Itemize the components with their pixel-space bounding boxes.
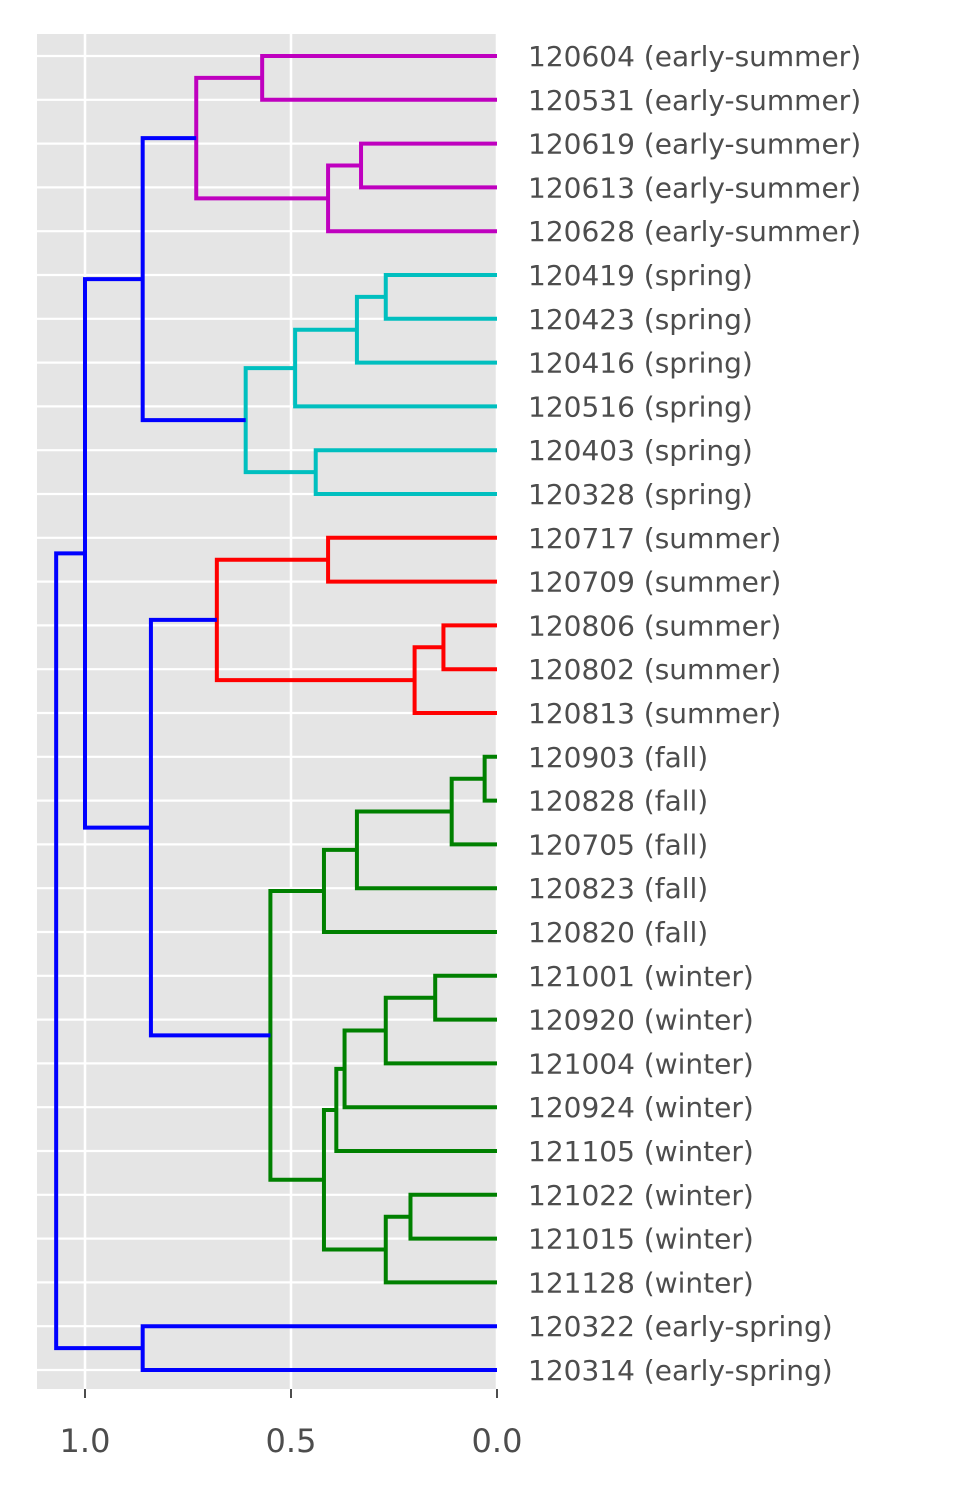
leaf-label: 120924 (winter) bbox=[528, 1091, 754, 1124]
dendrogram-links bbox=[54, 54, 497, 1372]
leaf-label: 120604 (early-summer) bbox=[528, 40, 861, 73]
leaf-label: 120416 (spring) bbox=[528, 347, 753, 380]
leaf-label: 120613 (early-summer) bbox=[528, 171, 861, 204]
link-ROOT bbox=[54, 551, 143, 1351]
leaf-label: 120628 (early-summer) bbox=[528, 215, 861, 248]
x-tick-label: 0.0 bbox=[472, 1422, 523, 1460]
x-axis: 1.0 0.5 0.0 bbox=[60, 1389, 523, 1460]
leaf-label: 120314 (early-spring) bbox=[528, 1354, 833, 1387]
leaf-label: 120920 (winter) bbox=[528, 1004, 754, 1037]
leaf-label: 120322 (early-spring) bbox=[528, 1310, 833, 1343]
leaf-label: 120328 (spring) bbox=[528, 478, 753, 511]
x-tick-label: 1.0 bbox=[60, 1422, 111, 1460]
leaf-label: 120717 (summer) bbox=[528, 522, 781, 555]
leaf-label: 120516 (spring) bbox=[528, 390, 753, 423]
x-tick-label: 0.5 bbox=[266, 1422, 317, 1460]
leaf-label: 121105 (winter) bbox=[528, 1135, 754, 1168]
leaf-label: 121001 (winter) bbox=[528, 960, 754, 993]
leaf-label: 121015 (winter) bbox=[528, 1223, 754, 1256]
leaf-label: 120813 (summer) bbox=[528, 697, 781, 730]
leaf-label: 120820 (fall) bbox=[528, 916, 708, 949]
leaf-label: 120828 (fall) bbox=[528, 785, 708, 818]
leaf-label: 120423 (spring) bbox=[528, 303, 753, 336]
leaf-label: 120619 (early-summer) bbox=[528, 128, 861, 161]
leaf-label: 120806 (summer) bbox=[528, 609, 781, 642]
leaf-label: 121128 (winter) bbox=[528, 1266, 754, 1299]
leaf-label: 121022 (winter) bbox=[528, 1179, 754, 1212]
leaf-label: 120802 (summer) bbox=[528, 653, 781, 686]
leaf-label: 121004 (winter) bbox=[528, 1047, 754, 1080]
leaf-label: 120709 (summer) bbox=[528, 566, 781, 599]
leaf-label: 120531 (early-summer) bbox=[528, 84, 861, 117]
leaf-label: 120705 (fall) bbox=[528, 828, 708, 861]
leaf-label: 120903 (fall) bbox=[528, 741, 708, 774]
leaf-label: 120403 (spring) bbox=[528, 434, 753, 467]
leaf-label: 120823 (fall) bbox=[528, 872, 708, 905]
leaf-labels: 120604 (early-summer) 120531 (early-summe… bbox=[528, 40, 861, 1387]
leaf-label: 120419 (spring) bbox=[528, 259, 753, 292]
